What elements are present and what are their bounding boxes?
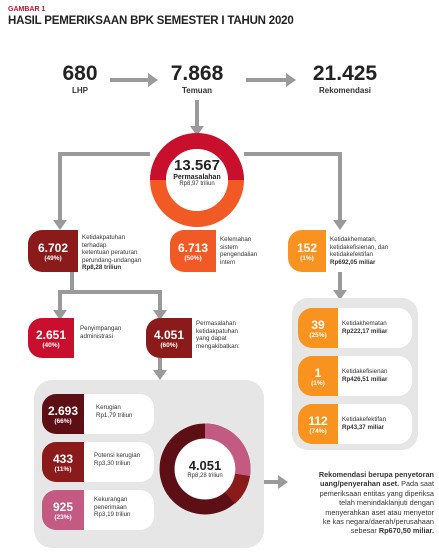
lhp-label: LHP xyxy=(72,86,88,95)
efektif-pct: (74%) xyxy=(309,427,327,435)
kekurangan-amount: Rp3,19 triliun xyxy=(94,511,131,519)
center-label: 13.567 Permasalahan Rp8,97 triliun xyxy=(160,157,234,188)
efisien-value: 1 xyxy=(314,365,322,380)
rekomendasi-value: 21.425 xyxy=(312,62,378,85)
figure-label: GAMBAR 1 xyxy=(8,6,46,13)
3e-desc: Ketidakhematan, ketidakefisienan, dan ke… xyxy=(330,236,416,266)
rekomendasi-block: 21.425 Rekomendasi xyxy=(300,62,390,95)
spi-value: 6.713 xyxy=(177,240,209,255)
ketidakpatuhan-desc: Ketidakpatuhan terhadap ketentuan peratu… xyxy=(82,234,148,272)
temuan-label: Temuan xyxy=(181,86,213,95)
lhp-value: 680 xyxy=(62,62,98,85)
donut-segment-potensi xyxy=(224,473,250,504)
donut2-amount: Rp8,28 triliun xyxy=(187,473,223,479)
berdampak-value: 4.051 xyxy=(153,327,185,342)
hemat-badge: 39 (25%) xyxy=(298,308,338,348)
rekomendasi-label: Rekomendasi xyxy=(318,86,372,95)
penyimpangan-desc: Penyimpangan administrasi xyxy=(80,325,122,340)
berdampak-pct: (60%) xyxy=(160,341,178,349)
dampak-donut xyxy=(159,423,251,515)
kerugian-desc: Kerugian Rp1,79 triliun xyxy=(96,404,154,419)
donut-segment-ketidakpatuhan xyxy=(150,133,244,181)
efektif-badge: 112 (74%) xyxy=(298,404,338,444)
3e-amount: Rp692,05 miliar xyxy=(330,258,376,266)
potensi-badge: 433 (11%) xyxy=(42,442,84,482)
lhp-block: 680 LHP xyxy=(40,62,120,95)
hemat-pct: (25%) xyxy=(309,331,327,339)
permasalahan-donut xyxy=(150,133,244,227)
donut2-label: 4.051 Rp8,28 triliun xyxy=(170,458,240,479)
spi-pct: (50%) xyxy=(184,254,202,262)
hemat-value: 39 xyxy=(311,317,325,332)
efisien-badge: 1 (1%) xyxy=(298,356,338,396)
efisien-desc: Ketidakefisienan Rp426,51 miliar xyxy=(342,368,412,383)
rekomendasi-note: Rekomendasi berupa penyetoran uang/penye… xyxy=(318,470,434,536)
kekurangan-pct: (23%) xyxy=(54,513,72,521)
ketidakpatuhan-badge: 6.702 (49%) xyxy=(28,230,78,272)
penyimpangan-badge: 2.651 (40%) xyxy=(28,318,74,358)
temuan-value: 7.868 xyxy=(170,62,224,85)
potensi-pct: (11%) xyxy=(54,465,72,473)
penyimpangan-value: 2.651 xyxy=(35,327,67,342)
efisien-amount: Rp426,51 miliar xyxy=(342,375,388,383)
kerugian-badge: 2.693 (66%) xyxy=(42,394,84,434)
potensi-amount: Rp3,30 triliun xyxy=(94,459,131,467)
efisien-pct: (1%) xyxy=(311,379,325,387)
donut2-value: 4.051 xyxy=(188,458,222,473)
kerugian-pct: (66%) xyxy=(54,417,72,425)
temuan-block: 7.868 Temuan xyxy=(157,62,237,95)
ketidakpatuhan-pct: (49%) xyxy=(44,254,62,262)
donut-segment-kekurangan xyxy=(204,423,251,477)
kerugian-value: 2.693 xyxy=(47,403,79,418)
3e-value: 152 xyxy=(296,240,318,255)
center-value: 13.567 xyxy=(174,157,220,174)
potensi-desc: Potensi kerugian Rp3,30 triliun xyxy=(94,452,154,467)
potensi-value: 433 xyxy=(52,451,74,466)
3e-badge: 152 (1%) xyxy=(288,230,326,272)
kekurangan-desc: Kekurangan penerimaan Rp3,19 triliun xyxy=(94,496,154,519)
efektif-value: 112 xyxy=(308,413,328,428)
kekurangan-value: 925 xyxy=(52,499,74,514)
3e-pct: (1%) xyxy=(300,254,314,262)
center-name: Permasalahan xyxy=(173,174,221,181)
hemat-amount: Rp222,17 miliar xyxy=(342,327,388,335)
figure-title: HASIL PEMERIKSAAN BPK SEMESTER I TAHUN 2… xyxy=(8,15,294,27)
penyimpangan-pct: (40%) xyxy=(42,341,60,349)
berdampak-desc: Permasalahan ketidakpatuhan yang dapat m… xyxy=(196,320,240,350)
kerugian-amount: Rp1,79 triliun xyxy=(96,411,133,419)
berdampak-badge: 4.051 (60%) xyxy=(146,318,192,358)
kekurangan-badge: 925 (23%) xyxy=(42,490,84,530)
hemat-desc: Ketidakhematan Rp222,17 miliar xyxy=(342,320,412,335)
efektif-amount: Rp43,37 miliar xyxy=(342,423,384,431)
efektif-desc: Ketidakefektifan Rp43,37 miliar xyxy=(342,416,412,431)
center-amount: Rp8,97 triliun xyxy=(179,181,215,187)
spi-badge: 6.713 (50%) xyxy=(170,230,216,272)
spi-desc: Kelemahan sistem pengendalian intern xyxy=(220,236,258,266)
ketidakpatuhan-value: 6.702 xyxy=(37,240,69,255)
ketidakpatuhan-amount: Rp8,28 triliun xyxy=(82,264,122,272)
